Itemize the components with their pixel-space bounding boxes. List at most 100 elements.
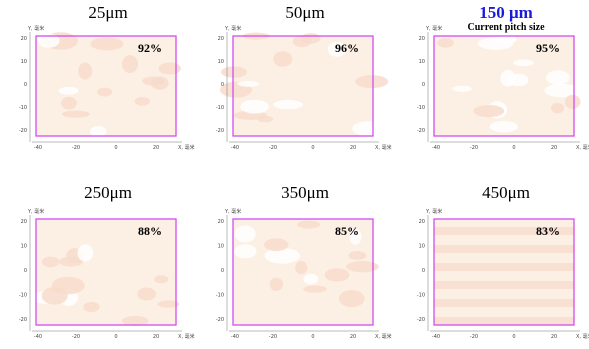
x-tick-label: -40 (432, 334, 440, 340)
y-tick-label: 10 (419, 244, 425, 250)
heatmap-blob (303, 285, 327, 292)
y-tick-label: 0 (24, 268, 27, 274)
y-tick-label: 0 (24, 82, 27, 88)
y-tick-label: -20 (216, 128, 224, 134)
heatmap-blob (348, 251, 366, 260)
x-axis-label: X, 毫米 (375, 144, 392, 151)
coverage-label: 88% (138, 224, 162, 238)
coverage-label: 96% (335, 41, 359, 55)
heatmap-blob (452, 86, 472, 92)
heatmap-blob (339, 290, 365, 307)
heatmap-blob (77, 244, 93, 261)
x-tick-label: 0 (311, 334, 314, 340)
heatmap-blob (546, 70, 570, 84)
x-tick-label: -40 (432, 145, 440, 151)
x-tick-label: -40 (34, 145, 42, 151)
x-tick-label: 0 (512, 145, 515, 151)
y-tick-label: -10 (216, 293, 224, 299)
x-tick-label: 20 (350, 145, 356, 151)
x-tick-label: 0 (114, 145, 117, 151)
x-tick-label: -40 (231, 145, 239, 151)
x-tick-label: 20 (350, 334, 356, 340)
y-tick-label: 0 (221, 268, 224, 274)
y-tick-label: 20 (21, 219, 27, 225)
x-axis-label: X, 毫米 (178, 333, 195, 340)
heatmap-blob (293, 35, 312, 47)
panel-subtitle: Current pitch size (467, 22, 545, 33)
x-tick-label: 20 (551, 334, 557, 340)
heatmap-blob (42, 257, 59, 268)
y-tick-label: 20 (218, 219, 224, 225)
x-axis-label: X, 毫米 (576, 144, 589, 151)
heatmap-blob (295, 261, 307, 274)
x-axis-label: X, 毫米 (576, 333, 589, 340)
y-axis-label: Y, 毫米 (224, 208, 241, 215)
heatmap-blob (513, 59, 534, 66)
heatmap-blob (158, 63, 181, 75)
y-tick-label: -20 (417, 317, 425, 323)
y-tick-label: 10 (21, 59, 27, 65)
panel-title: 350μm (281, 183, 329, 202)
heatmap-band (434, 245, 574, 253)
heatmap-blob (221, 66, 247, 77)
y-tick-label: -20 (19, 317, 27, 323)
heatmap-blob (234, 244, 256, 258)
heatmap-blob (346, 261, 379, 272)
panel-title: 50μm (285, 3, 324, 22)
y-tick-label: -10 (19, 105, 27, 111)
heatmap-blob (325, 268, 350, 281)
y-tick-label: 10 (218, 59, 224, 65)
x-tick-label: -20 (470, 145, 478, 151)
y-tick-label: 10 (419, 59, 425, 65)
heatmap-blob (500, 70, 515, 87)
heatmap-blob (565, 95, 581, 109)
y-tick-label: -20 (216, 317, 224, 323)
heatmap-blob (154, 275, 168, 283)
y-tick-label: 0 (422, 82, 425, 88)
heatmap-blob (355, 75, 388, 88)
heatmap-blob (297, 221, 320, 229)
x-tick-label: -20 (72, 334, 80, 340)
y-tick-label: 0 (422, 268, 425, 274)
x-tick-label: -20 (269, 334, 277, 340)
y-tick-label: 20 (218, 36, 224, 42)
y-tick-label: -20 (417, 128, 425, 134)
x-tick-label: -20 (72, 145, 80, 151)
y-axis-label: Y, 毫米 (224, 25, 241, 32)
panel-title: 250μm (84, 183, 132, 202)
heatmap-blob (257, 116, 273, 122)
heatmap-blob (78, 62, 92, 79)
heatmap-blob (270, 277, 284, 291)
heatmap-blob (551, 103, 564, 113)
heatmap-band (434, 281, 574, 289)
heatmap-blob (97, 88, 112, 97)
heatmap-band (434, 263, 574, 271)
x-tick-label: 0 (311, 145, 314, 151)
y-tick-label: -10 (216, 105, 224, 111)
heatmap-blob (42, 287, 68, 305)
x-tick-label: 20 (551, 145, 557, 151)
x-tick-label: 0 (512, 334, 515, 340)
coverage-label: 92% (138, 41, 162, 55)
x-axis-label: X, 毫米 (178, 144, 195, 151)
x-tick-label: 20 (153, 145, 159, 151)
x-tick-label: -20 (269, 145, 277, 151)
heatmap-blob (490, 121, 518, 133)
heatmap-blob (135, 97, 150, 106)
heatmap-blob (122, 55, 138, 73)
heatmap-band (434, 299, 574, 307)
y-axis-label: Y, 毫米 (425, 208, 442, 215)
y-tick-label: -10 (19, 293, 27, 299)
panel-title: 25μm (88, 3, 127, 22)
x-tick-label: 0 (114, 334, 117, 340)
heatmap-blob (142, 76, 165, 85)
coverage-label: 85% (335, 224, 359, 238)
heatmap-blob (240, 100, 269, 114)
coverage-label: 83% (536, 224, 560, 238)
y-axis-label: Y, 毫米 (27, 208, 44, 215)
y-tick-label: 20 (21, 36, 27, 42)
y-tick-label: 20 (419, 219, 425, 225)
